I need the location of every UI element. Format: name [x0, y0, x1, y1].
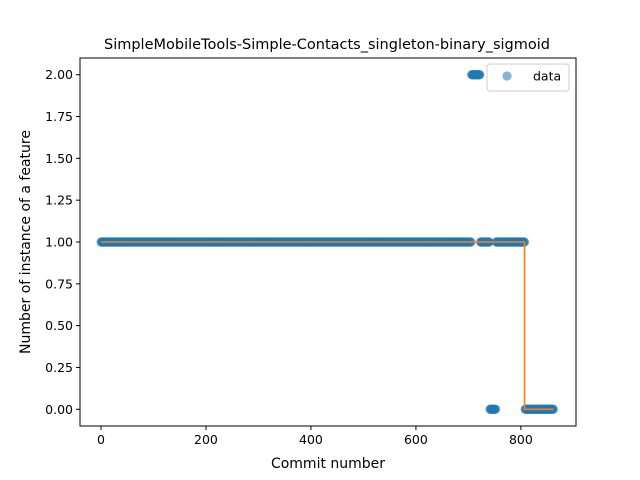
data-points: [96, 70, 559, 414]
chart-title: SimpleMobileTools-Simple-Contacts_single…: [104, 37, 550, 53]
y-tick-label: 0.50: [45, 318, 73, 333]
plot-frame: [79, 57, 577, 427]
fit-line-layer: [100, 241, 554, 411]
y-tick-label: 0.00: [45, 402, 73, 417]
data-point: [548, 404, 559, 414]
x-tick-label: 400: [299, 432, 323, 447]
y-tick-label: 1.25: [45, 193, 73, 208]
fit-line: [100, 241, 554, 411]
x-tick-label: 0: [97, 432, 105, 447]
x-axis-label: Commit number: [271, 456, 385, 472]
legend: data: [486, 63, 570, 92]
x-tick-label: 200: [194, 432, 218, 447]
y-tick-label: 2.00: [45, 67, 73, 82]
y-axis-ticks: 0.00 0.25 0.50 0.75 1.00 1.25 1.50 1.75 2.00: [45, 67, 80, 417]
legend-box: [486, 63, 570, 92]
y-tick-label: 1.00: [45, 235, 73, 250]
x-axis-ticks: 0 200 400 600 800: [97, 426, 533, 447]
legend-label-data: data: [533, 69, 561, 84]
legend-marker-data: [502, 71, 512, 81]
y-tick-label: 0.25: [45, 360, 73, 375]
x-tick-label: 800: [509, 432, 533, 447]
data-point: [475, 70, 485, 80]
plot-area: 0 200 400 600 800 0.00 0.25 0.50 0.75 1.00 1.25 1.…: [45, 57, 577, 447]
y-tick-label: 0.75: [45, 276, 73, 291]
y-axis-label: Number of instance of a feature: [18, 130, 34, 354]
y-tick-label: 1.50: [45, 151, 73, 166]
y-tick-label: 1.75: [45, 109, 73, 124]
x-tick-label: 600: [404, 432, 428, 447]
data-point: [491, 404, 501, 414]
